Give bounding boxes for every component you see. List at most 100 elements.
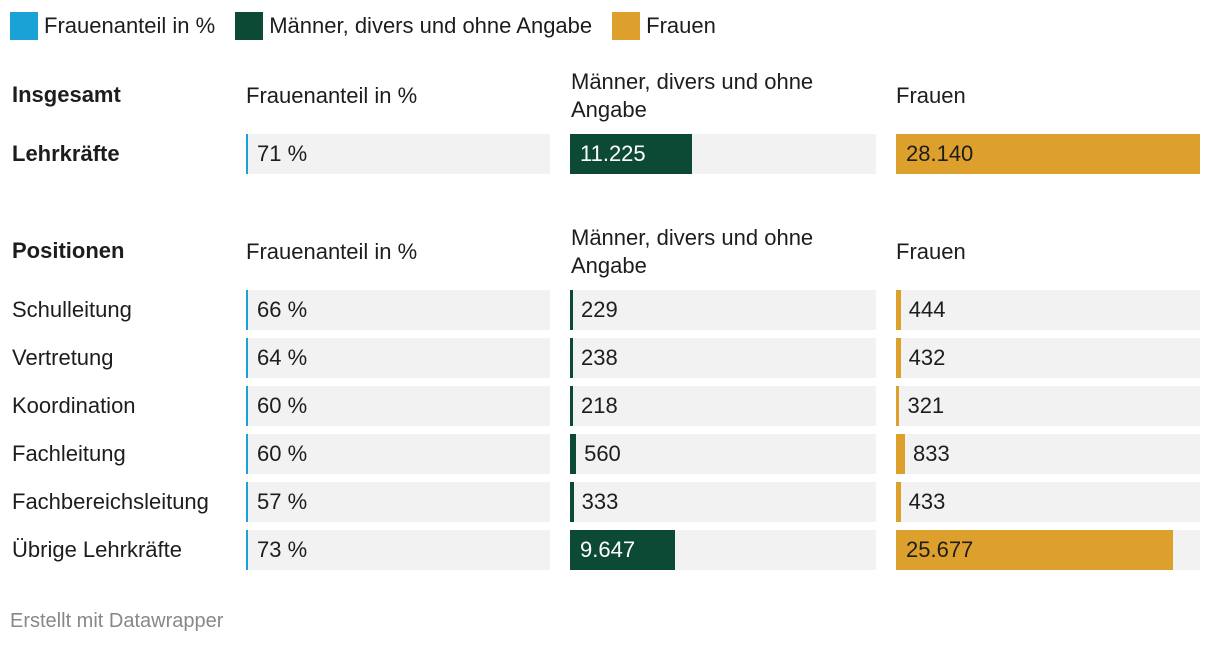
row-label: Fachleitung (12, 441, 126, 466)
cell-pct: 73 % (246, 530, 550, 570)
legend-item-pct: Frauenanteil in % (10, 12, 215, 40)
pct-value: 64 % (257, 345, 308, 370)
legend-label-men: Männer, divers und ohne Angabe (269, 13, 593, 38)
cell-women: 433 (896, 482, 1200, 522)
bar-women-value: 433 (908, 489, 946, 514)
column-header-women: Frauen (896, 83, 966, 108)
bar-women-value: 25.677 (906, 537, 974, 562)
column-header-men-line2: Angabe (571, 253, 647, 278)
bar-men (570, 134, 693, 174)
column-header-pct: Frauenanteil in % (246, 239, 418, 264)
section-title: Insgesamt (12, 82, 121, 107)
bar-men (570, 290, 573, 330)
legend-swatch-women (612, 12, 641, 40)
column-header-men-line2: Angabe (571, 97, 647, 122)
table-row: Koordination 60 % 218 321 (0, 386, 1220, 426)
cell-pct: 60 % (246, 434, 550, 474)
pct-marker (246, 530, 248, 570)
bar-women-value: 444 (908, 297, 946, 322)
cell-pct: 60 % (246, 386, 550, 426)
footer-credit: Erstellt mit Datawrapper (10, 610, 224, 632)
cell-women: 432 (896, 338, 1200, 378)
cell-men: 11.225 (570, 134, 876, 174)
section-header-positionen: Positionen Frauenanteil in % Männer, div… (0, 224, 1220, 280)
bar-men-value: 218 (581, 393, 618, 418)
pct-value: 66 % (257, 297, 308, 322)
cell-men: 229 (570, 290, 876, 330)
bar-women-value: 28.140 (906, 141, 974, 166)
cell-men: 333 (570, 482, 876, 522)
pct-marker (246, 482, 248, 522)
cell-men: 218 (570, 386, 876, 426)
bar-men-value: 11.225 (580, 141, 646, 166)
table-row: Lehrkräfte 71 % 11.225 28.140 (0, 134, 1220, 174)
column-header-men-line1: Männer, divers und ohne (571, 225, 814, 250)
table-row: Fachleitung 60 % 560 833 (0, 434, 1220, 474)
cell-men: 9.647 (570, 530, 876, 570)
pct-marker (246, 134, 248, 174)
bar-men-value: 560 (584, 441, 621, 466)
bar-women-value: 321 (907, 393, 945, 418)
bar-men (570, 530, 675, 570)
cell-women: 28.140 (896, 134, 1200, 174)
pct-marker (246, 338, 248, 378)
cell-men: 560 (570, 434, 876, 474)
cell-pct: 57 % (246, 482, 550, 522)
legend-swatch-men (235, 12, 264, 40)
row-label: Fachbereichsleitung (12, 489, 209, 514)
legend-item-men: Männer, divers und ohne Angabe (235, 12, 592, 40)
bar-women (896, 338, 901, 378)
bar-men (570, 434, 577, 474)
column-header-women: Frauen (896, 239, 966, 264)
legend: Frauenanteil in % Männer, divers und ohn… (10, 10, 736, 42)
legend-label-women: Frauen (646, 13, 716, 38)
pct-value: 71 % (257, 141, 308, 166)
cell-pct: 64 % (246, 338, 550, 378)
row-label: Übrige Lehrkräfte (12, 537, 182, 562)
legend-label-pct: Frauenanteil in % (44, 13, 216, 38)
bar-men-value: 333 (581, 489, 619, 514)
bar-women (896, 386, 900, 426)
cell-men: 238 (570, 338, 876, 378)
bar-men-value: 229 (581, 297, 618, 322)
cell-pct: 66 % (246, 290, 550, 330)
pct-value: 57 % (257, 489, 308, 514)
table-row: Fachbereichsleitung 57 % 333 433 (0, 482, 1220, 522)
pct-marker (246, 434, 248, 474)
table-row: Schulleitung 66 % 229 444 (0, 290, 1220, 330)
pct-marker (246, 386, 248, 426)
bar-women (896, 482, 901, 522)
pct-value: 60 % (257, 393, 308, 418)
table-row: Vertretung 64 % 238 432 (0, 338, 1220, 378)
pct-value: 60 % (257, 441, 308, 466)
column-header-men-line1: Männer, divers und ohne (571, 69, 814, 94)
cell-women: 444 (896, 290, 1200, 330)
bar-women-value: 833 (912, 441, 950, 466)
bar-men-value: 238 (581, 345, 618, 370)
cell-women: 25.677 (896, 530, 1200, 570)
bar-men-value: 9.647 (580, 537, 636, 562)
row-label: Schulleitung (12, 297, 132, 322)
column-header-pct: Frauenanteil in % (246, 83, 418, 108)
pct-value: 73 % (257, 537, 308, 562)
bar-women-value: 432 (908, 345, 946, 370)
section-header-insgesamt: Insgesamt Frauenanteil in % Männer, dive… (0, 68, 1220, 124)
cell-pct: 71 % (246, 134, 550, 174)
pct-marker (246, 290, 248, 330)
bar-men (570, 338, 573, 378)
table-row: Übrige Lehrkräfte 73 % 9.647 25.677 (0, 530, 1220, 570)
bar-women (896, 290, 901, 330)
row-label: Koordination (12, 393, 136, 418)
cell-women: 321 (896, 386, 1200, 426)
row-label: Lehrkräfte (12, 141, 120, 166)
legend-item-women: Frauen (612, 12, 716, 40)
bar-women (896, 134, 1200, 174)
bar-women (896, 530, 1174, 570)
bar-women (896, 434, 905, 474)
row-label: Vertretung (12, 345, 114, 370)
legend-swatch-pct (10, 12, 38, 40)
bar-men (570, 386, 573, 426)
cell-women: 833 (896, 434, 1200, 474)
bar-men (570, 482, 574, 522)
section-title: Positionen (12, 238, 125, 263)
